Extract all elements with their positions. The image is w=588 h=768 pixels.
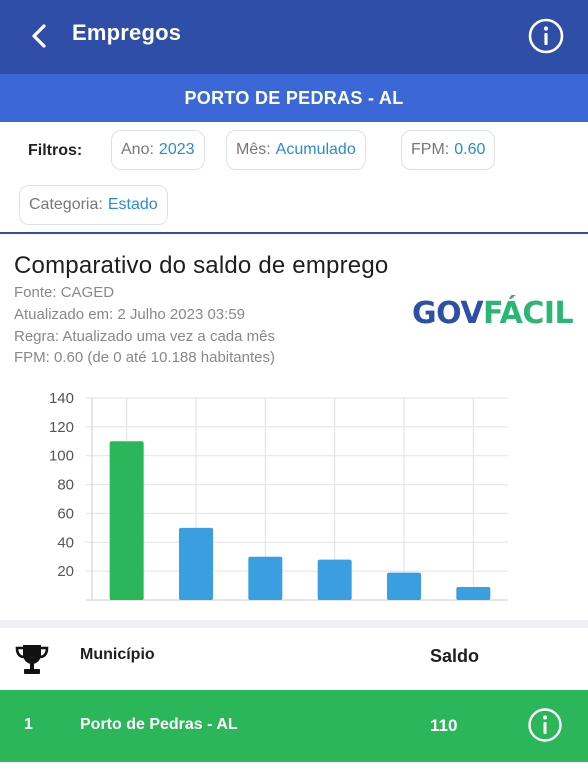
chart-card: Comparativo do saldo de emprego Fonte: C…	[0, 236, 588, 620]
logo-gov-text: GOV	[412, 296, 484, 331]
info-icon[interactable]	[526, 16, 566, 56]
chart-bar	[248, 556, 283, 600]
trophy-icon	[15, 645, 49, 674]
fpm-text: FPM: 0.60 (de 0 até 10.188 habitantes)	[14, 349, 275, 366]
ranking-row[interactable]: 1 Porto de Pedras - AL 110	[0, 690, 588, 762]
filters-panel: Filtros: Ano: 2023 Mês: Acumulado FPM: 0.60…	[0, 122, 588, 234]
row-saldo: 110	[430, 716, 458, 735]
filter-chip-value: 0.60	[454, 141, 486, 158]
city-name: PORTO DE PEDRAS - AL	[184, 87, 404, 108]
chart-bar	[179, 527, 213, 600]
filter-chip-value: Acumulado	[275, 141, 356, 158]
filter-chip-mes[interactable]: Mês: Acumulado	[226, 130, 366, 170]
logo-facil-text: FÁCIL	[483, 296, 574, 331]
chart-title: Comparativo do saldo de emprego	[14, 252, 389, 279]
chart-bar	[456, 587, 491, 600]
y-tick-label: 20	[57, 563, 74, 580]
filter-chip-categoria[interactable]: Categoria: Estado	[19, 185, 168, 225]
chart-bar	[109, 441, 144, 600]
source-text: Fonte: CAGED	[14, 284, 115, 301]
filter-chip-key: Categoria:	[29, 196, 103, 213]
section-divider	[0, 620, 588, 628]
filter-chip-ano[interactable]: Ano: 2023	[111, 130, 205, 170]
column-header-municipio: Município	[80, 646, 155, 663]
updated-text: Atualizado em: 2 Julho 2023 03:59	[14, 306, 245, 323]
ranking-table-header: Município Saldo	[0, 628, 588, 690]
filters-label: Filtros:	[28, 142, 83, 159]
chart-bar	[317, 559, 352, 600]
page-title: Empregos	[72, 20, 182, 45]
chart-bar	[387, 572, 421, 600]
y-tick-label: 60	[57, 505, 74, 522]
y-tick-label: 40	[57, 534, 74, 551]
info-icon[interactable]	[526, 706, 564, 744]
column-header-saldo: Saldo	[430, 646, 480, 666]
govfacil-logo: GOVFÁCIL	[412, 296, 574, 331]
filter-chip-key: Mês:	[236, 141, 271, 158]
row-rank: 1	[24, 716, 33, 733]
filter-chip-value: Estado	[107, 196, 158, 213]
y-tick-label: 100	[49, 448, 74, 465]
row-municipio: Porto de Pedras - AL	[80, 716, 238, 733]
top-app-bar: Empregos	[0, 0, 588, 74]
y-tick-label: 140	[49, 390, 74, 407]
filter-chip-key: Ano:	[121, 141, 154, 158]
y-tick-label: 80	[57, 477, 74, 494]
y-tick-label: 120	[49, 419, 74, 436]
city-banner: PORTO DE PEDRAS - AL	[0, 74, 588, 122]
filter-chip-value: 2023	[158, 141, 195, 158]
filter-chip-fpm[interactable]: FPM: 0.60	[401, 130, 496, 170]
chevron-left-icon[interactable]	[22, 18, 58, 54]
bar-chart: 20 40 60 80 100 120 140	[49, 390, 508, 601]
filter-chip-key: FPM:	[411, 141, 450, 158]
rule-text: Regra: Atualizado uma vez a cada mês	[14, 328, 275, 345]
